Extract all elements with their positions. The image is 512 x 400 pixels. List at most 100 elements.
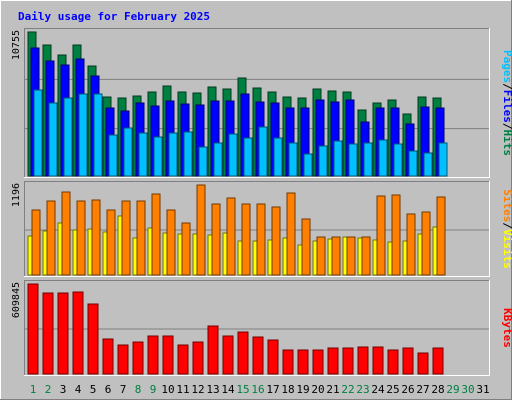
bar-kbytes-day-13 (207, 325, 219, 375)
bar-kbytes-day-17 (267, 339, 279, 375)
bar-kbytes-day-25 (387, 349, 399, 375)
bar-kbytes-day-20 (312, 349, 324, 375)
day-label-28: 28 (431, 383, 444, 396)
bar-pages-day-20 (318, 145, 328, 177)
bar-sites-day-8 (136, 200, 146, 276)
legend-visits: Sites/Visits (501, 189, 512, 269)
bar-sites-day-28 (436, 196, 446, 276)
y-max-tick-hits: 10755 (11, 30, 22, 60)
bar-kbytes-day-28 (432, 347, 444, 375)
bar-sites-day-19 (301, 218, 311, 276)
day-label-16: 16 (251, 383, 264, 396)
bar-pages-day-27 (423, 152, 433, 177)
bar-pages-day-26 (408, 150, 418, 177)
legend-hits: Hits (501, 130, 512, 157)
day-label-23: 23 (356, 383, 369, 396)
day-label-30: 30 (461, 383, 474, 396)
bar-sites-day-12 (196, 184, 206, 276)
legend-separator: / (501, 123, 512, 130)
bar-kbytes-day-19 (297, 349, 309, 375)
bar-kbytes-day-9 (147, 335, 159, 375)
y-max-tick-kbytes: 609845 (11, 282, 22, 318)
legend-visits: Visits (501, 229, 512, 269)
bar-sites-day-5 (91, 199, 101, 276)
day-label-4: 4 (75, 383, 82, 396)
bar-kbytes-day-21 (327, 347, 339, 375)
day-label-19: 19 (296, 383, 309, 396)
day-label-26: 26 (401, 383, 414, 396)
bar-sites-day-18 (286, 192, 296, 276)
bar-sites-day-11 (181, 222, 191, 276)
day-label-10: 10 (161, 383, 174, 396)
legend-separator: / (501, 222, 512, 229)
bar-pages-day-25 (393, 143, 403, 177)
bar-pages-day-4 (78, 93, 88, 177)
legend-separator: / (501, 83, 512, 90)
bar-sites-day-7 (121, 200, 131, 276)
bar-kbytes-day-5 (87, 303, 99, 375)
bar-sites-day-9 (151, 193, 161, 276)
day-label-7: 7 (120, 383, 127, 396)
day-label-11: 11 (176, 383, 189, 396)
legend-kbytes: KBytes (501, 308, 512, 348)
bar-sites-day-21 (331, 236, 341, 276)
bar-sites-day-3 (61, 191, 71, 276)
bar-pages-day-24 (378, 139, 388, 177)
bar-pages-day-5 (93, 93, 103, 177)
legend-files: Files (501, 90, 512, 123)
bar-pages-day-1 (33, 89, 43, 177)
bar-sites-day-13 (211, 203, 221, 276)
bar-pages-day-28 (438, 142, 448, 177)
bar-pages-day-15 (243, 137, 253, 177)
bar-sites-day-27 (421, 211, 431, 276)
bar-kbytes-day-1 (27, 283, 39, 375)
day-label-14: 14 (221, 383, 235, 396)
day-label-22: 22 (341, 383, 354, 396)
bar-pages-day-3 (63, 97, 73, 177)
legend-kbytes: KBytes (501, 308, 512, 348)
y-max-tick-visits: 1196 (11, 183, 22, 207)
day-label-17: 17 (266, 383, 279, 396)
bar-kbytes-day-3 (57, 292, 69, 375)
bar-pages-day-18 (288, 142, 298, 177)
day-label-13: 13 (206, 383, 219, 396)
day-label-3: 3 (60, 383, 67, 396)
bar-kbytes-day-8 (132, 341, 144, 375)
panel-visits: 1196 Sites/Visits (11, 181, 512, 277)
bar-kbytes-day-24 (372, 346, 384, 375)
bar-kbytes-day-11 (177, 344, 189, 375)
chart-title: Daily usage for February 2025 (18, 10, 210, 23)
bar-pages-day-11 (183, 131, 193, 177)
bar-kbytes-day-4 (72, 291, 84, 375)
bar-pages-day-6 (108, 134, 118, 177)
bar-kbytes-day-12 (192, 341, 204, 375)
legend-pages: Pages (501, 50, 512, 83)
legend-hits: Pages/Files/Hits (501, 50, 512, 156)
bar-sites-day-23 (361, 236, 371, 276)
bar-pages-day-10 (168, 132, 178, 177)
day-label-21: 21 (326, 383, 339, 396)
bar-sites-day-15 (241, 203, 251, 276)
day-label-29: 29 (446, 383, 459, 396)
day-label-8: 8 (135, 383, 142, 396)
bar-pages-day-16 (258, 126, 268, 177)
day-label-5: 5 (90, 383, 97, 396)
day-label-1: 1 (30, 383, 37, 396)
day-label-31: 31 (476, 383, 489, 396)
bar-pages-day-23 (363, 142, 373, 177)
day-label-27: 27 (416, 383, 429, 396)
day-label-12: 12 (191, 383, 204, 396)
bar-kbytes-day-2 (42, 292, 54, 375)
bar-sites-day-16 (256, 203, 266, 276)
bar-kbytes-day-6 (102, 338, 114, 375)
bar-sites-day-22 (346, 236, 356, 276)
bar-kbytes-day-22 (342, 347, 354, 375)
day-label-25: 25 (386, 383, 399, 396)
bar-sites-day-2 (46, 200, 56, 276)
bar-pages-day-13 (213, 142, 223, 177)
bar-sites-day-24 (376, 195, 386, 276)
day-label-24: 24 (371, 383, 385, 396)
bar-kbytes-day-10 (162, 335, 174, 375)
